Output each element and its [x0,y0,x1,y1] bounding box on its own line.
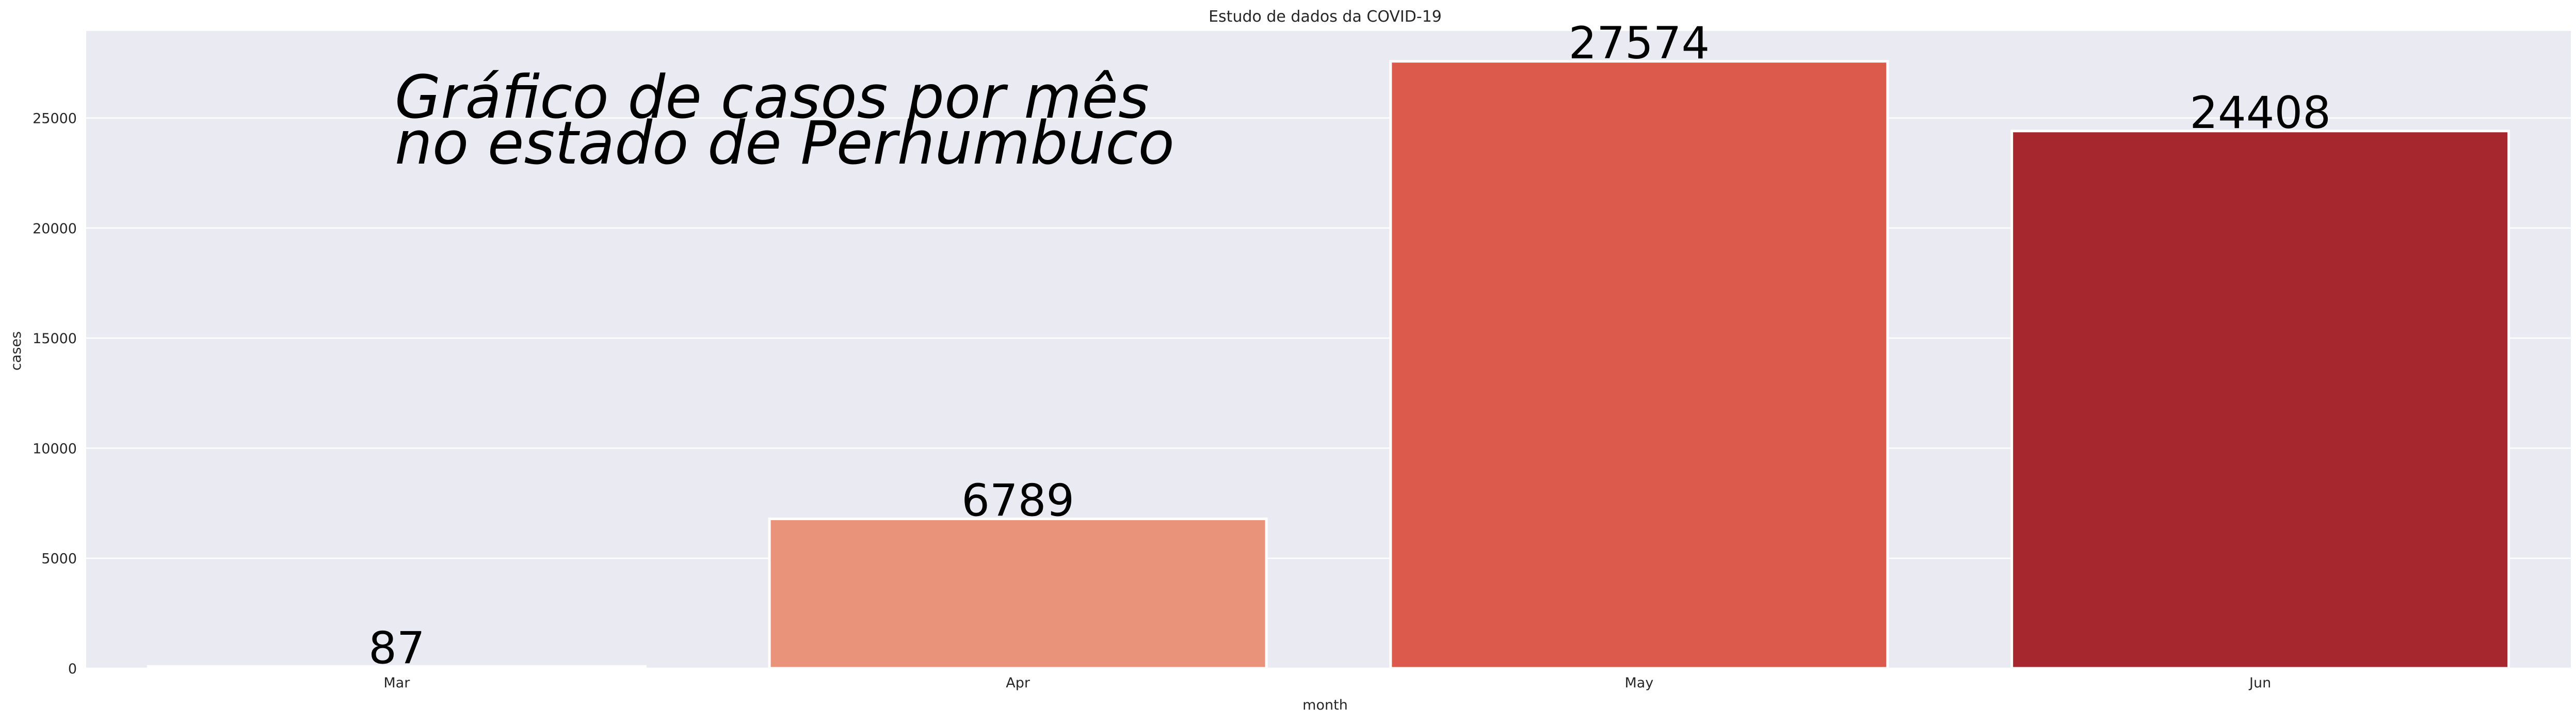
y-tick-label: 10000 [33,441,77,457]
chart-annotation-line-1: Gráfico de casos por mês [395,63,1149,132]
y-axis-ticks: 0 5000 10000 15000 20000 25000 [33,111,77,677]
y-tick-label: 0 [68,661,77,677]
x-tick-label: May [1624,675,1653,691]
bar-value-label: 27574 [1569,18,1710,69]
bar-value-label: 87 [368,622,425,674]
chart-title: Estudo de dados da COVID-19 [1209,8,1442,26]
y-tick-label: 5000 [41,551,77,567]
bar-value-labels: 87 6789 27574 24408 [368,18,2331,674]
x-tick-label: Apr [1006,675,1031,691]
x-tick-label: Mar [383,675,410,691]
bar-may [1389,60,1889,670]
bar-value-label: 6789 [961,475,1074,526]
x-tick-label: Jun [2248,675,2271,691]
y-tick-label: 15000 [33,331,77,347]
bars [147,60,2510,670]
x-axis-ticks: Mar Apr May Jun [383,675,2271,691]
bar-mar [147,665,647,670]
y-tick-label: 20000 [33,221,77,237]
y-axis-label: cases [8,331,24,371]
bar-jun [2010,130,2510,670]
y-tick-label: 25000 [33,111,77,127]
bar-apr [768,517,1268,670]
chart-annotation-line-2: no estado de Perhumbuco [395,109,1174,178]
x-axis-label: month [1302,697,1348,713]
bar-value-label: 24408 [2189,87,2331,139]
